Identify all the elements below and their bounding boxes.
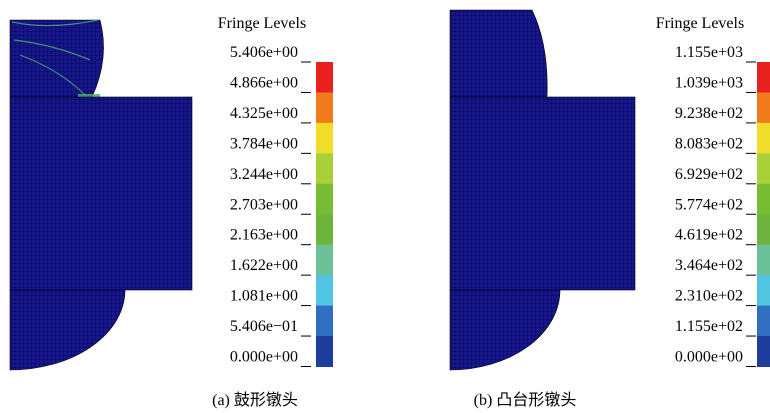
- level-label: 1.155e+02: [675, 318, 743, 335]
- level-label: 9.238e+02: [675, 105, 743, 122]
- figure: Fringe Levels 5.406e+00 4.866e+00 4.325e+00…: [0, 0, 770, 413]
- color-band: [316, 336, 333, 367]
- level-label: 2.703e+00: [230, 196, 298, 213]
- color-band: [757, 153, 770, 184]
- color-band: [757, 214, 770, 245]
- level-label: 3.784e+00: [230, 135, 298, 152]
- color-band: [316, 184, 333, 215]
- level-label: 8.083e+02: [675, 135, 743, 152]
- level-label: 1.039e+03: [675, 74, 743, 91]
- level-label: 3.244e+00: [230, 166, 298, 183]
- mesh-b: [450, 10, 635, 370]
- level-label: 0.000e+00: [230, 349, 298, 366]
- level-label: 4.619e+02: [675, 227, 743, 244]
- color-band: [757, 245, 770, 276]
- color-band: [757, 306, 770, 337]
- level-label: 5.774e+02: [675, 196, 743, 213]
- color-band: [316, 214, 333, 245]
- level-label: 1.155e+03: [675, 44, 743, 61]
- color-band: [316, 92, 333, 123]
- level-label: 1.081e+00: [230, 288, 298, 305]
- color-band: [757, 123, 770, 154]
- legend-title: Fringe Levels: [218, 15, 306, 32]
- level-label: 5.406e+00: [230, 44, 298, 61]
- color-band: [316, 153, 333, 184]
- legend-title: Fringe Levels: [656, 15, 744, 32]
- color-band: [316, 62, 333, 93]
- level-label: 6.929e+02: [675, 166, 743, 183]
- level-label: 1.622e+00: [230, 257, 298, 274]
- color-band: [757, 275, 770, 306]
- level-label: 2.163e+00: [230, 227, 298, 244]
- color-band: [316, 123, 333, 154]
- color-band: [757, 62, 770, 93]
- level-label: 3.464e+02: [675, 257, 743, 274]
- caption: (a) 鼓形镦头: [212, 391, 298, 409]
- color-band: [757, 92, 770, 123]
- color-band: [316, 275, 333, 306]
- caption: (b) 凸台形镦头: [474, 391, 577, 409]
- level-label: 2.310e+02: [675, 288, 743, 305]
- color-band: [757, 184, 770, 215]
- color-band: [316, 245, 333, 276]
- color-band: [757, 336, 770, 367]
- color-band: [316, 306, 333, 337]
- level-label: 0.000e+00: [675, 349, 743, 366]
- mesh-a: [10, 20, 192, 370]
- level-label: 4.325e+00: [230, 105, 298, 122]
- level-label: 5.406e−01: [230, 318, 298, 335]
- level-label: 4.866e+00: [230, 74, 298, 91]
